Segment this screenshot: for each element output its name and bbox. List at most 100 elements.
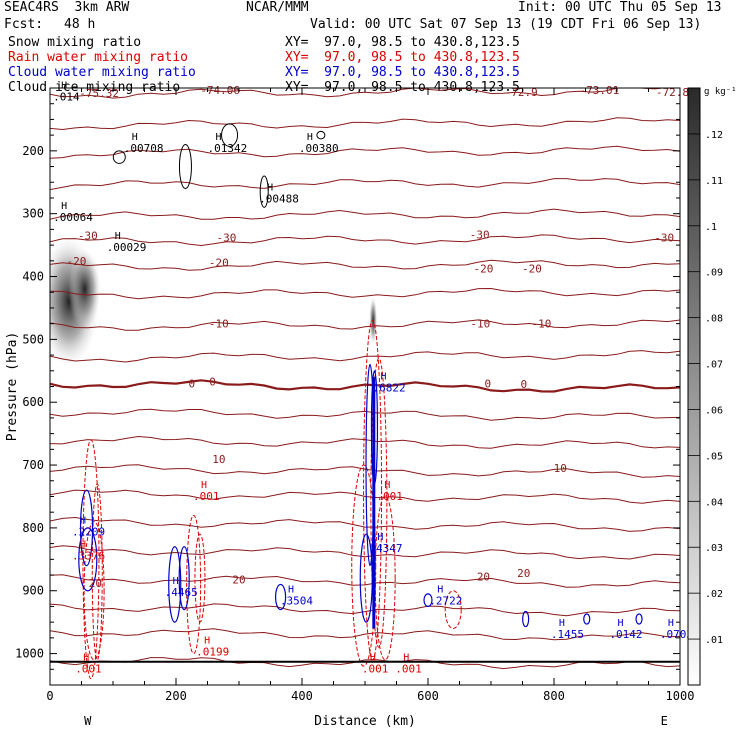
- cloudice-contour: [178, 144, 192, 190]
- isotherm-label: 0: [188, 377, 195, 390]
- max-value-label: .00029: [107, 241, 147, 254]
- y-tick-label: 400: [22, 270, 44, 284]
- max-value-label: .00488: [259, 192, 299, 205]
- rain-contour: [186, 514, 202, 655]
- max-value-label: .014: [53, 91, 80, 104]
- x-tick-label: 200: [165, 689, 187, 703]
- max-marker: H: [377, 532, 383, 543]
- rain-contour: [194, 533, 206, 623]
- y-axis-label: Pressure (hPa): [5, 332, 20, 442]
- isotherm-line: [50, 464, 680, 478]
- max-value-label: .01342: [208, 142, 248, 155]
- max-marker: H: [370, 652, 376, 663]
- isotherm-line: [50, 489, 680, 504]
- max-value-label: .001: [376, 490, 403, 503]
- isotherm-label: -75.32: [79, 87, 119, 100]
- rain-contour: [374, 495, 396, 661]
- colorbar-tick-label: .07: [705, 360, 723, 371]
- max-value-label: .001: [395, 662, 422, 675]
- max-value-label: .00380: [299, 142, 339, 155]
- isotherm-label: -20: [522, 262, 542, 275]
- isotherm-line: [50, 259, 680, 271]
- isotherm-line: [50, 379, 680, 393]
- max-value-label: .001: [75, 662, 102, 675]
- cloudice-contour: [221, 123, 239, 147]
- isotherm-label: 0: [520, 378, 527, 391]
- cloudwater-contour: [79, 489, 94, 567]
- field-rain-xy: XY= 97.0, 98.5 to 430.8,123.5: [285, 50, 520, 65]
- isotherm-label: -20: [67, 255, 87, 268]
- cloudwater-contour: [583, 613, 591, 625]
- isotherm-line: [50, 545, 680, 560]
- valid-time: Valid: 00 UTC Sat 07 Sep 13 (19 CDT Fri …: [310, 17, 702, 32]
- field-snow-name: Snow mixing ratio: [8, 35, 142, 50]
- isotherm-label: -30: [654, 232, 674, 245]
- isotherm-line: [50, 208, 680, 220]
- max-value-label: .0142: [609, 628, 642, 641]
- max-marker: H: [381, 372, 387, 383]
- rain-contour: [370, 357, 388, 648]
- cloudwater-contour: [635, 613, 643, 625]
- cloudice-contour: [259, 175, 269, 208]
- isotherm-label: -10: [470, 318, 490, 331]
- y-tick-label: 600: [22, 395, 44, 409]
- isotherm-line: [50, 319, 680, 331]
- isotherm-line: [50, 234, 680, 247]
- colorbar-tick-label: .02: [705, 589, 723, 600]
- x-axis-label: Distance (km): [314, 714, 416, 729]
- max-value-label: .00064: [53, 211, 93, 224]
- cloudwater-contour: [522, 610, 530, 628]
- max-marker: H: [173, 576, 179, 587]
- isotherm-label: -72.9: [505, 86, 538, 99]
- isotherm-line: [50, 435, 680, 449]
- isotherm-label: 10: [554, 462, 567, 475]
- max-marker: H: [201, 480, 207, 491]
- colorbar-tick-label: .04: [705, 497, 723, 508]
- isotherm-label: -20: [474, 262, 494, 275]
- cloudwater-contour: [423, 593, 433, 608]
- max-marker: H: [61, 201, 67, 212]
- max-marker: H: [617, 618, 623, 629]
- init-time: Init: 00 UTC Thu 05 Sep 13: [518, 0, 722, 15]
- max-marker: H: [204, 635, 210, 646]
- isotherm-line: [50, 117, 680, 131]
- isotherm-line: [50, 408, 680, 421]
- max-value-label: .2722: [429, 595, 462, 608]
- forecast-hours: 48 h: [64, 17, 96, 32]
- rain-contour: [444, 590, 462, 629]
- x-tick-label: 1000: [666, 689, 695, 703]
- field-snow-xy: XY= 97.0, 98.5 to 430.8,123.5: [285, 35, 520, 50]
- max-value-label: .3504: [280, 595, 313, 608]
- colorbar-tick-label: .1: [705, 222, 717, 233]
- colorbar-tick-label: .06: [705, 405, 723, 416]
- isotherm-line: [50, 88, 668, 99]
- max-marker: H: [668, 618, 674, 629]
- max-marker: H: [307, 132, 313, 143]
- source-label: NCAR/MMM: [246, 0, 309, 15]
- cloudwater-contour: [274, 583, 287, 611]
- cloudwater-contour: [359, 533, 373, 623]
- max-marker: H: [80, 515, 86, 526]
- max-marker: H: [115, 231, 121, 242]
- max-value-label: .3376: [72, 549, 105, 562]
- colorbar-tick-label: .11: [705, 176, 723, 187]
- isotherm-label: 20: [517, 567, 530, 580]
- max-value-label: .4347: [369, 542, 402, 555]
- colorbar-tick-label: .09: [705, 268, 723, 279]
- max-value-label: .4465: [165, 586, 198, 599]
- max-value-label: .2209: [72, 525, 105, 538]
- rain-contour: [83, 521, 105, 661]
- isotherm-line: [50, 287, 680, 300]
- isotherm-label: -10: [531, 318, 551, 331]
- isotherm-label: 10: [212, 453, 225, 466]
- isotherm-label: 0: [209, 375, 216, 388]
- isotherm-label: 20: [89, 577, 102, 590]
- max-marker: H: [403, 652, 409, 663]
- west-label: W: [84, 714, 92, 728]
- y-tick-label: 900: [22, 584, 44, 598]
- isotherm-line: [50, 628, 680, 641]
- max-value-label: .001: [362, 662, 389, 675]
- isotherm-label: -74.06: [200, 84, 240, 97]
- max-marker: H: [80, 539, 86, 550]
